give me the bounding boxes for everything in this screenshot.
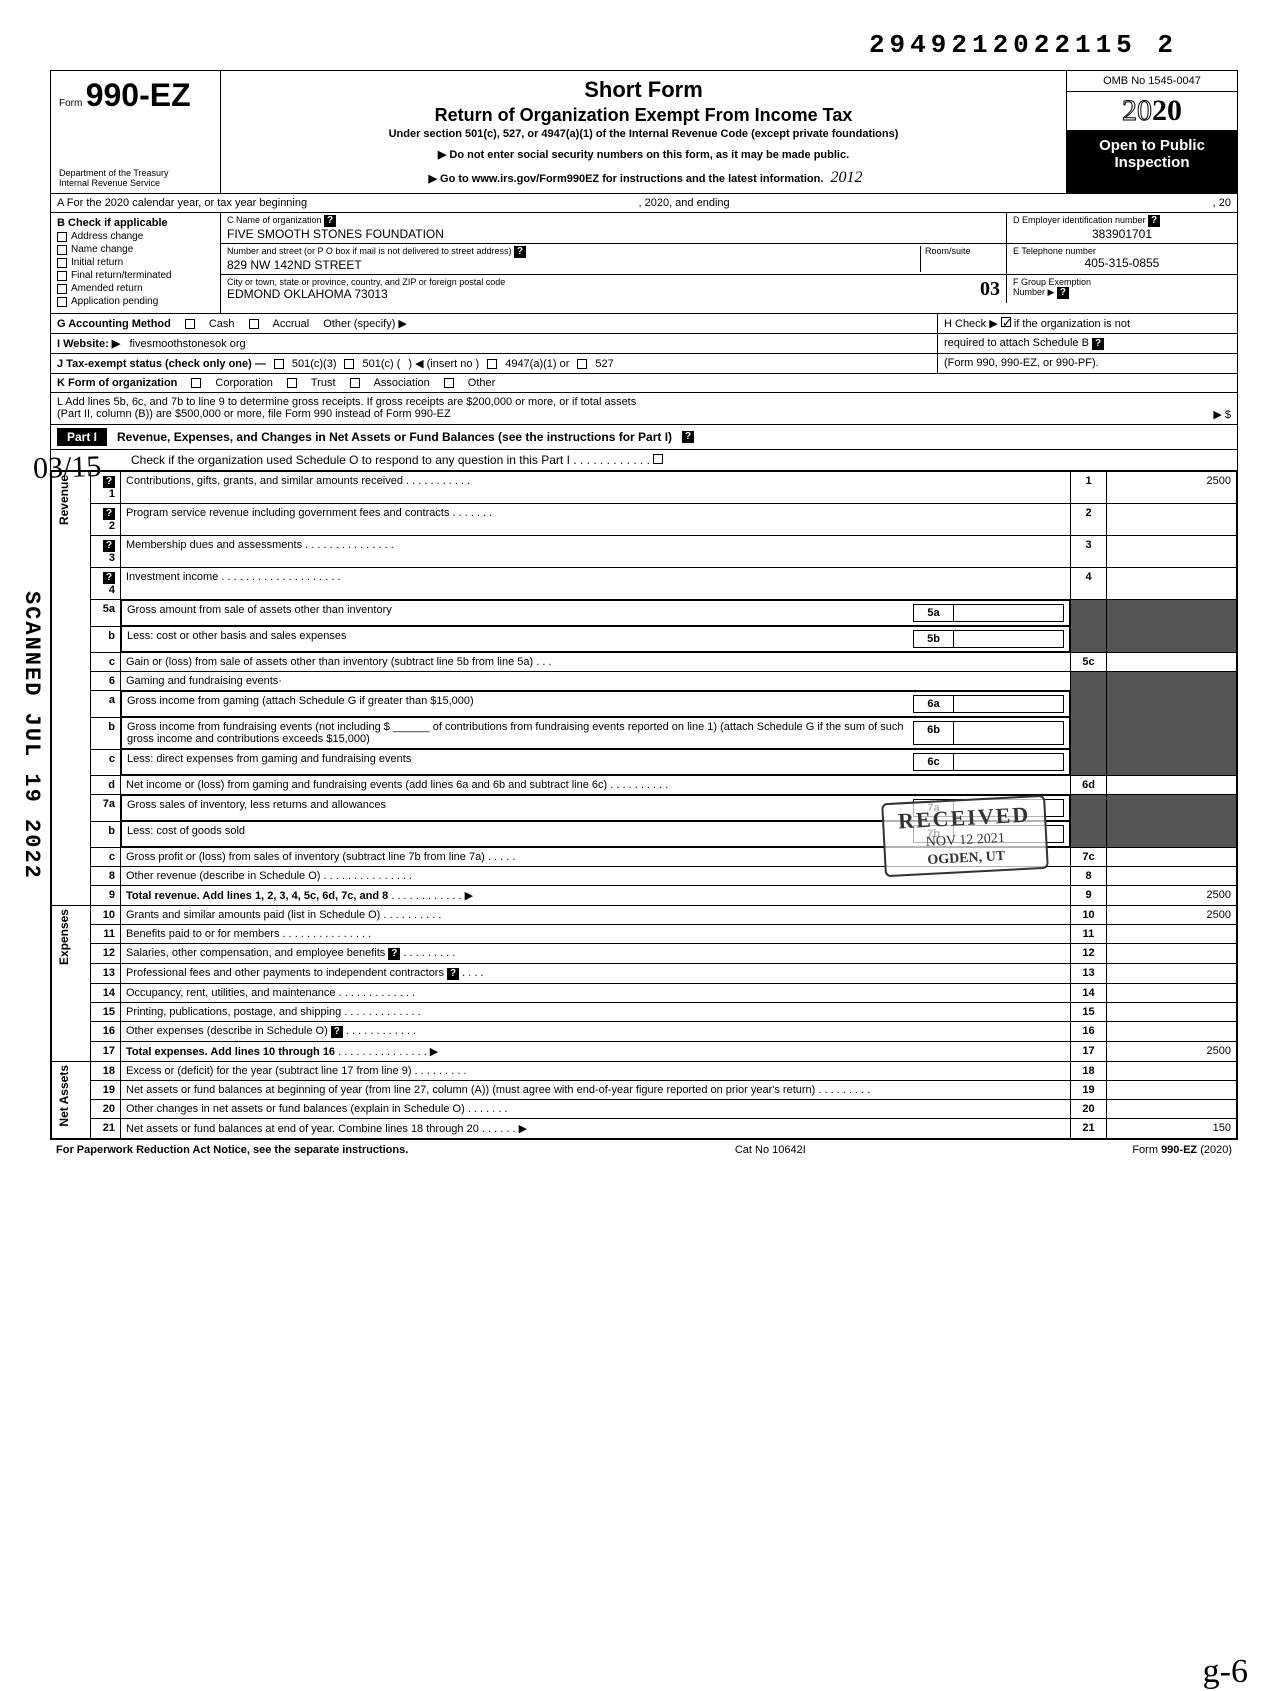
open-to-public: Open to Public Inspection xyxy=(1067,131,1237,193)
instr-url: ▶ Go to www.irs.gov/Form990EZ for instru… xyxy=(231,169,1056,187)
chk-final-return[interactable] xyxy=(57,271,67,281)
row-i: I Website: ▶ fivesmoothstonesok org requ… xyxy=(51,334,1237,354)
chk-501c3[interactable] xyxy=(274,359,284,369)
help-icon[interactable]: ? xyxy=(1148,215,1160,227)
section-revenue: Revenue xyxy=(57,475,71,525)
dept-irs: Internal Revenue Service xyxy=(59,179,212,189)
help-icon[interactable]: ? xyxy=(1057,287,1069,299)
handwritten-signature: g-6 xyxy=(1203,1653,1248,1691)
header-right: OMB No 1545-0047 2020 Open to Public Ins… xyxy=(1067,71,1237,193)
chk-amended[interactable] xyxy=(57,284,67,294)
chk-assoc[interactable] xyxy=(350,378,360,388)
street: 829 NW 142ND STREET xyxy=(227,258,920,272)
footer: For Paperwork Reduction Act Notice, see … xyxy=(50,1140,1238,1160)
help-icon[interactable]: ? xyxy=(1092,338,1104,350)
chk-trust[interactable] xyxy=(287,378,297,388)
instr-ssn: ▶ Do not enter social security numbers o… xyxy=(231,148,1056,161)
org-name: FIVE SMOOTH STONES FOUNDATION xyxy=(227,227,1000,241)
chk-4947[interactable] xyxy=(487,359,497,369)
help-icon[interactable]: ? xyxy=(682,431,694,443)
website: fivesmoothstonesok org xyxy=(129,338,245,350)
handwritten-year: 2012 xyxy=(831,169,863,186)
lines-table: Revenue ? 1 Contributions, gifts, grants… xyxy=(51,471,1237,1139)
chk-527[interactable] xyxy=(577,359,587,369)
ein: 383901701 xyxy=(1013,227,1231,241)
help-icon[interactable]: ? xyxy=(324,215,336,227)
chk-initial-return[interactable] xyxy=(57,258,67,268)
scanned-stamp: SCANNED JUL 19 2022 xyxy=(19,591,44,880)
omb-number: OMB No 1545-0047 xyxy=(1067,71,1237,92)
header-left: Form 990-EZ Department of the Treasury I… xyxy=(51,71,221,193)
doc-id: 2949212022115 2 xyxy=(50,30,1238,60)
section-expenses: Expenses xyxy=(57,909,71,965)
title-short-form: Short Form xyxy=(231,77,1056,103)
line9-amt: 2500 xyxy=(1107,886,1237,906)
header-center: Short Form Return of Organization Exempt… xyxy=(221,71,1067,193)
chk-corp[interactable] xyxy=(191,378,201,388)
chk-h[interactable] xyxy=(1001,317,1011,327)
chk-other[interactable] xyxy=(444,378,454,388)
form-number: 990-EZ xyxy=(86,77,191,113)
chk-address-change[interactable] xyxy=(57,232,67,242)
chk-cash[interactable] xyxy=(185,319,195,329)
title-return: Return of Organization Exempt From Incom… xyxy=(231,105,1056,126)
row-k: K Form of organization Corporation Trust… xyxy=(51,374,1237,393)
phone: 405-315-0855 xyxy=(1013,256,1231,270)
col-name-addr: C Name of organization ? FIVE SMOOTH STO… xyxy=(221,213,1237,313)
chk-name-change[interactable] xyxy=(57,245,67,255)
line21-amt: 150 xyxy=(1107,1119,1237,1139)
row-g-h: G Accounting Method Cash Accrual Other (… xyxy=(51,314,1237,334)
col-b-checkboxes: B Check if applicable Address change Nam… xyxy=(51,213,221,313)
city-state-zip: EDMOND OKLAHOMA 73013 xyxy=(227,287,1000,301)
help-icon[interactable]: ? xyxy=(514,246,526,258)
form-prefix: Form xyxy=(59,98,82,109)
line17-amt: 2500 xyxy=(1107,1042,1237,1062)
row-l: L Add lines 5b, 6c, and 7b to line 9 to … xyxy=(51,393,1237,425)
chk-pending[interactable] xyxy=(57,297,67,307)
address-block: B Check if applicable Address change Nam… xyxy=(51,213,1237,314)
section-net-assets: Net Assets xyxy=(57,1065,71,1127)
chk-501c[interactable] xyxy=(344,359,354,369)
line10-amt: 2500 xyxy=(1107,906,1237,925)
form-ref: Form 990-EZ (2020) xyxy=(1132,1144,1232,1156)
part1-check: Check if the organization used Schedule … xyxy=(51,450,1237,471)
subtitle: Under section 501(c), 527, or 4947(a)(1)… xyxy=(231,128,1056,140)
row-a: A For the 2020 calendar year, or tax yea… xyxy=(51,194,1237,213)
part1-header: Part I Revenue, Expenses, and Changes in… xyxy=(51,425,1237,450)
stamp-03: 03 xyxy=(980,278,1000,301)
received-stamp: RECEIVED NOV 12 2021 OGDEN, UT xyxy=(881,795,1049,877)
chk-accrual[interactable] xyxy=(249,319,259,329)
tax-year: 2020 xyxy=(1067,92,1237,131)
chk-schedule-o[interactable] xyxy=(653,454,663,464)
form-990ez: 03/15 SCANNED JUL 19 2022 Form 990-EZ De… xyxy=(50,70,1238,1140)
row-j: J Tax-exempt status (check only one) — 5… xyxy=(51,354,1237,374)
line1-amt: 2500 xyxy=(1107,472,1237,504)
